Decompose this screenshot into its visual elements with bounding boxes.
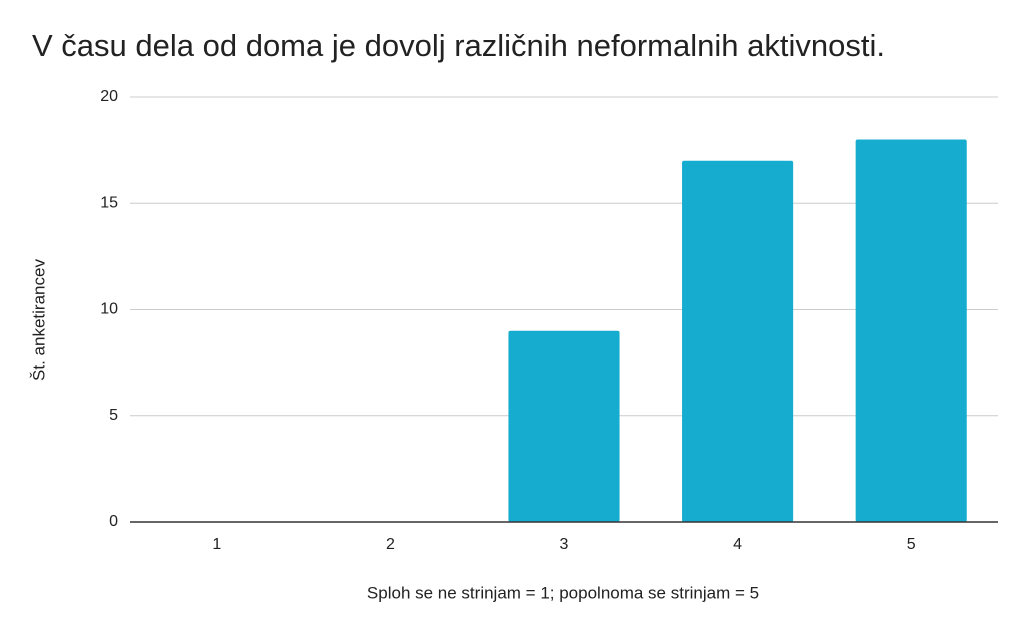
y-tick-label: 5 <box>109 407 118 424</box>
y-tick-label: 15 <box>100 194 118 211</box>
bar <box>508 330 620 522</box>
x-axis-label: Sploh se ne strinjam = 1; popolnoma se s… <box>367 583 759 602</box>
y-axis-label: Št. anketirancev <box>29 259 48 381</box>
x-tick-label: 4 <box>733 536 742 553</box>
x-tick-label: 3 <box>560 536 569 553</box>
x-tick-label: 5 <box>907 536 916 553</box>
chart-title: V času dela od doma je dovolj različnih … <box>32 28 885 63</box>
y-tick-label: 0 <box>109 513 118 530</box>
y-tick-label: 10 <box>100 301 118 318</box>
bar <box>855 139 967 522</box>
y-tick-label: 20 <box>100 88 118 105</box>
bar <box>682 160 794 522</box>
x-tick-label: 1 <box>212 536 221 553</box>
x-tick-label: 2 <box>386 536 395 553</box>
